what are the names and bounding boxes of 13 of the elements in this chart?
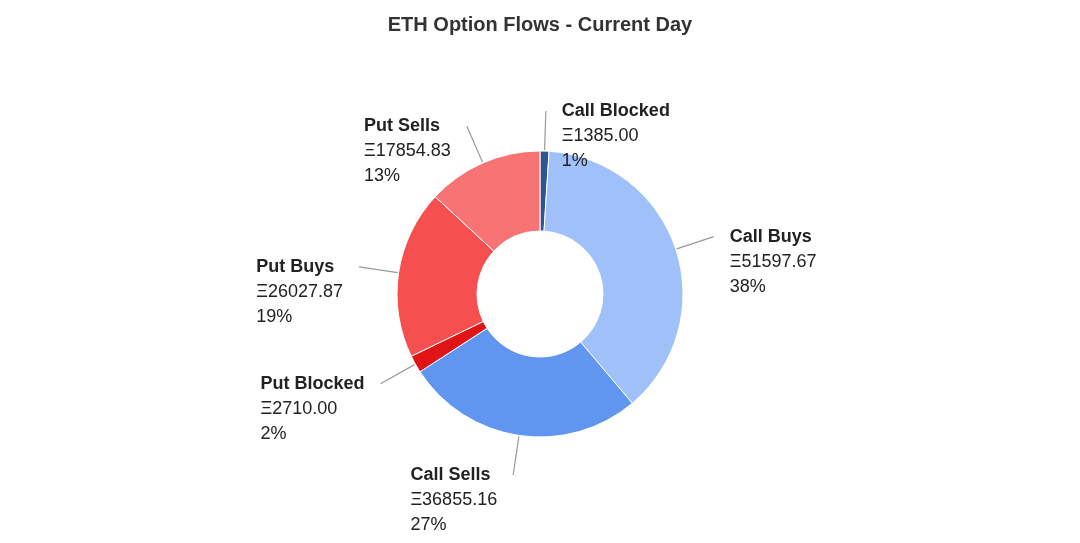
slice-label: Call Buys	[729, 225, 812, 246]
slice-label: Call Sells	[410, 464, 491, 485]
slice-label: Put Blocked	[260, 372, 365, 393]
chart-title: ETH Option Flows - Current Day	[387, 13, 694, 35]
data-label: Ξ17854.83 13%	[364, 140, 451, 186]
slice-label: Put Buys	[256, 255, 335, 276]
data-label: Ξ36855.16 27%	[410, 489, 498, 535]
slice-label: Put Sells	[364, 115, 441, 136]
data-label: Ξ1385.00 1%	[561, 125, 639, 171]
data-label: Ξ26027.87 19%	[256, 280, 344, 326]
data-label: Ξ2710.00 2%	[260, 397, 338, 443]
data-label: Ξ51597.67 38%	[729, 250, 817, 296]
slice-label: Call Blocked	[561, 100, 670, 121]
